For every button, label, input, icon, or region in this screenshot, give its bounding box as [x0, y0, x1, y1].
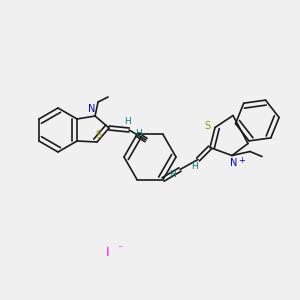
- Text: N: N: [88, 104, 96, 114]
- Text: H: H: [135, 128, 141, 137]
- Text: N: N: [230, 158, 238, 167]
- Text: H: H: [192, 162, 198, 171]
- Text: ⁻: ⁻: [117, 244, 123, 254]
- Text: S: S: [95, 130, 101, 140]
- Text: I: I: [106, 245, 110, 259]
- Text: H: H: [124, 118, 130, 127]
- Text: S: S: [204, 121, 210, 130]
- Text: H: H: [169, 170, 176, 179]
- Text: +: +: [238, 156, 245, 165]
